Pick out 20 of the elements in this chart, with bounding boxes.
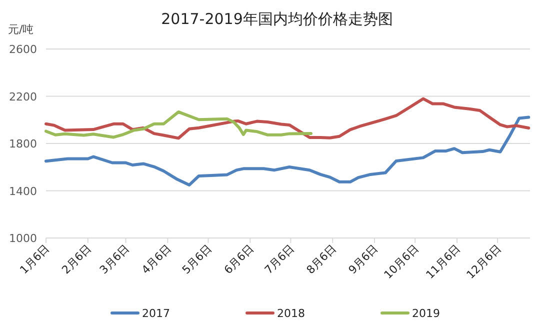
x-tick-label: 10月6日 xyxy=(382,242,422,282)
x-tick-label: 12月6日 xyxy=(464,242,504,282)
y-tick-label: 1400 xyxy=(9,184,37,198)
x-tick-label: 4月6日 xyxy=(139,242,174,277)
y-tick-label: 2600 xyxy=(9,43,37,56)
x-tick-label: 5月6日 xyxy=(180,242,214,277)
legend-label: 2018 xyxy=(277,307,305,320)
x-tick-label: 11月6日 xyxy=(424,242,464,282)
y-tick-label: 2200 xyxy=(9,90,37,104)
x-tick-label: 8月6日 xyxy=(304,242,339,277)
y-tick-label: 1800 xyxy=(9,138,37,150)
x-tick-label: 9月6日 xyxy=(346,242,381,277)
x-tick-label: 6月6日 xyxy=(222,242,256,277)
title: 2017-2019年国内均价价格走势图 xyxy=(161,10,393,28)
ylabel: 元/吨 xyxy=(8,23,34,36)
x-tick-label: 2月6日 xyxy=(59,242,94,277)
legend-label: 2019 xyxy=(412,307,440,320)
x-tick-label: 7月6日 xyxy=(262,242,297,277)
x-tick-label: 3月6日 xyxy=(97,242,132,277)
legend-label: 2017 xyxy=(142,307,170,320)
